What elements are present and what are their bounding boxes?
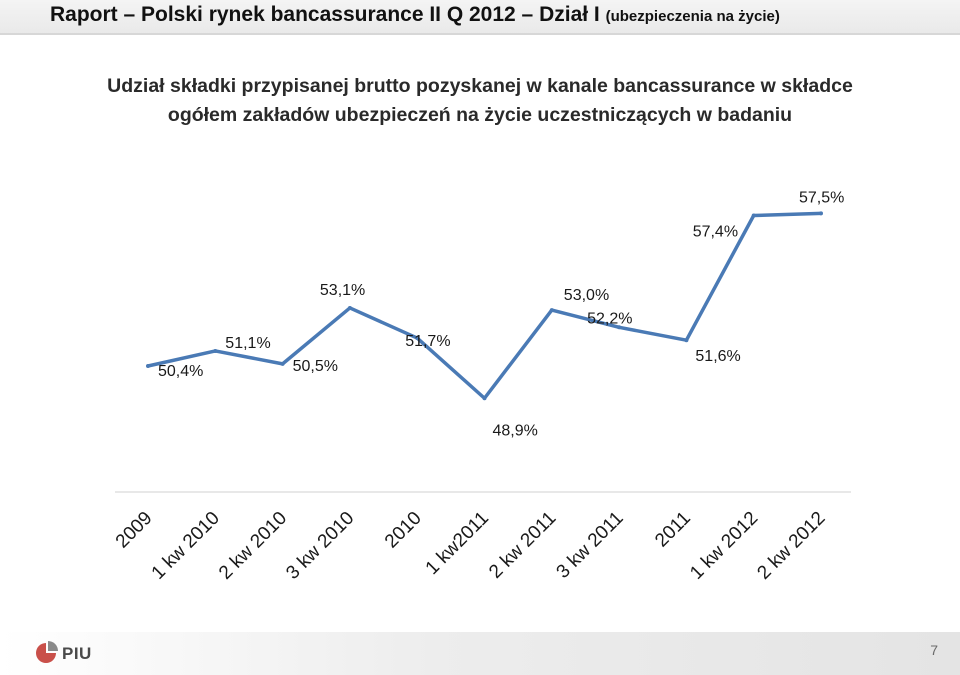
x-tick-label-10: 1 kw 2012 [686, 508, 762, 584]
data-point-3 [280, 361, 285, 366]
line-chart: 50,4% 51,1% 50,5% 53,1% 51,7% 48,9% 53,0% 52,2%… [112, 189, 851, 584]
data-point-8 [617, 325, 622, 330]
header-divider [0, 33, 960, 35]
data-label-4: 53,1% [320, 282, 365, 299]
data-labels: 50,4% 51,1% 50,5% 53,1% 51,7% 48,9% 53,0% 52,2%… [146, 189, 844, 439]
x-tick-label-7: 2 kw 2011 [485, 508, 560, 583]
x-tick-label-6: 1 kw2011 [422, 508, 493, 579]
chart-title-line-2: ogółem zakładów ubezpieczeń na życie ucz… [167, 104, 793, 126]
slide-title-main: Raport – Polski rynek bancassurance II Q… [50, 3, 600, 26]
data-label-6: 48,9% [493, 422, 538, 439]
x-tick-label-1: 2009 [112, 508, 157, 553]
data-label-2: 51,1% [225, 335, 270, 352]
data-point-7 [549, 308, 554, 313]
data-label-3: 50,5% [293, 358, 338, 375]
data-point-4 [347, 305, 352, 310]
data-label-10: 57,4% [693, 224, 738, 241]
data-point-2 [213, 348, 218, 353]
x-tick-label-9: 2011 [651, 508, 695, 552]
data-point-6 [482, 396, 487, 401]
chart-title: Udział składki przypisanej brutto pozysk… [0, 72, 960, 130]
footer-bar [0, 632, 960, 675]
x-tick-label-2: 1 kw 2010 [148, 508, 224, 584]
data-label-9: 51,6% [695, 348, 740, 365]
series-line [146, 211, 823, 400]
x-tick-label-5: 2010 [381, 508, 426, 553]
header-bar [0, 0, 960, 34]
x-tick-label-8: 3 kw 2011 [553, 508, 628, 583]
data-point-10 [751, 213, 756, 218]
data-label-5: 51,7% [405, 333, 450, 350]
page-number: 7 [930, 642, 938, 658]
data-label-1: 50,4% [158, 363, 203, 380]
x-tick-label-3: 2 kw 2010 [215, 508, 291, 584]
piu-logo-icon [36, 641, 58, 663]
chart-title-line-1: Udział składki przypisanej brutto pozysk… [107, 75, 853, 97]
data-label-7: 53,0% [564, 287, 609, 304]
slide-title-sub: (ubezpieczenia na życie) [605, 8, 780, 25]
data-point-11 [819, 211, 823, 216]
x-tick-label-11: 2 kw 2012 [753, 508, 829, 584]
x-tick-label-4: 3 kw 2010 [282, 508, 358, 584]
logo-text: PIU [62, 644, 92, 663]
data-point-1 [146, 364, 150, 368]
data-label-8: 52,2% [587, 310, 632, 327]
data-point-9 [684, 338, 689, 343]
data-point-5 [415, 336, 420, 341]
data-label-11: 57,5% [799, 189, 844, 206]
slide-title: Raport – Polski rynek bancassurance II Q… [50, 3, 780, 27]
